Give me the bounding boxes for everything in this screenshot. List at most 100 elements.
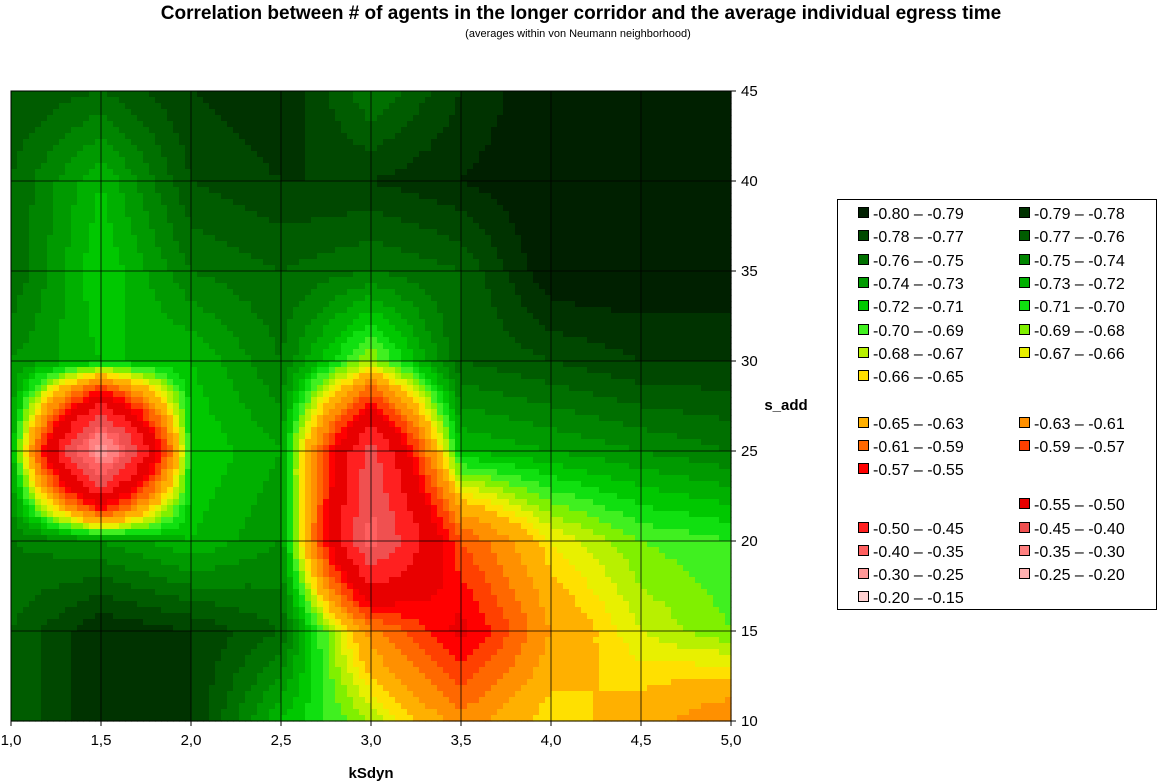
contour-cell [491,301,498,308]
contour-cell [671,271,678,278]
contour-cell [29,277,36,284]
contour-cell [143,91,150,98]
contour-cell [311,265,318,272]
contour-cell [407,109,414,116]
contour-cell [449,289,456,296]
contour-cell [89,187,96,194]
contour-cell [647,133,654,140]
contour-cell [665,175,672,182]
contour-cell [599,163,606,170]
contour-cell [509,187,516,194]
contour-cell [311,289,318,296]
contour-cell [65,253,72,260]
contour-cell [83,265,90,272]
contour-cell [161,235,168,242]
contour-cell [77,127,84,134]
contour-cell [245,217,252,224]
contour-cell [113,301,120,308]
contour-cell [449,259,456,266]
contour-cell [29,265,36,272]
contour-cell [401,265,408,272]
contour-cell [539,169,546,176]
contour-cell [215,229,222,236]
contour-cell [611,103,618,110]
contour-cell [701,265,708,272]
contour-cell [245,313,252,320]
contour-cell [689,325,696,332]
contour-cell [503,307,510,314]
contour-cell [101,199,108,206]
contour-cell [491,157,498,164]
contour-cell [623,121,630,128]
contour-cell [23,205,30,212]
contour-cell [77,103,84,110]
contour-cell [23,307,30,314]
contour-cell [425,121,432,128]
contour-cell [641,313,648,320]
contour-cell [617,325,624,332]
contour-cell [311,181,318,188]
contour-cell [101,223,108,230]
contour-cell [569,97,576,104]
contour-cell [35,157,42,164]
contour-cell [113,91,120,98]
contour-cell [353,265,360,272]
contour-cell [473,319,480,326]
contour-cell [245,211,252,218]
contour-cell [95,217,102,224]
contour-cell [239,301,246,308]
contour-cell [665,319,672,326]
contour-cell [131,289,138,296]
contour-cell [257,91,264,98]
contour-cell [323,115,330,122]
contour-cell [215,271,222,278]
contour-cell [401,301,408,308]
contour-cell [353,103,360,110]
contour-cell [329,295,336,302]
contour-cell [275,295,282,302]
contour-cell [269,193,276,200]
contour-cell [299,187,306,194]
contour-cell [701,121,708,128]
contour-cell [329,289,336,296]
contour-cell [335,199,342,206]
contour-cell [23,235,30,242]
contour-cell [173,127,180,134]
contour-cell [233,289,240,296]
contour-cell [593,199,600,206]
contour-cell [479,151,486,158]
contour-cell [629,121,636,128]
contour-cell [287,331,294,338]
contour-cell [173,295,180,302]
contour-cell [719,235,726,242]
contour-cell [299,295,306,302]
contour-cell [221,187,228,194]
contour-cell [29,337,36,344]
contour-cell [497,325,504,332]
contour-cell [587,253,594,260]
contour-cell [71,157,78,164]
contour-cell [707,163,714,170]
contour-cell [137,145,144,152]
contour-cell [473,103,480,110]
contour-cell [11,337,18,344]
contour-cell [461,289,468,296]
contour-cell [539,151,546,158]
contour-cell [713,277,720,284]
contour-cell [587,271,594,278]
contour-cell [485,223,492,230]
contour-cell [713,319,720,326]
contour-cell [497,307,504,314]
contour-cell [413,277,420,284]
contour-cell [509,145,516,152]
contour-cell [707,277,714,284]
contour-cell [89,133,96,140]
contour-cell [293,169,300,176]
contour-cell [269,169,276,176]
contour-cell [137,235,144,242]
contour-cell [41,109,48,116]
contour-cell [389,223,396,230]
contour-cell [473,175,480,182]
contour-cell [293,115,300,122]
contour-cell [371,337,378,344]
